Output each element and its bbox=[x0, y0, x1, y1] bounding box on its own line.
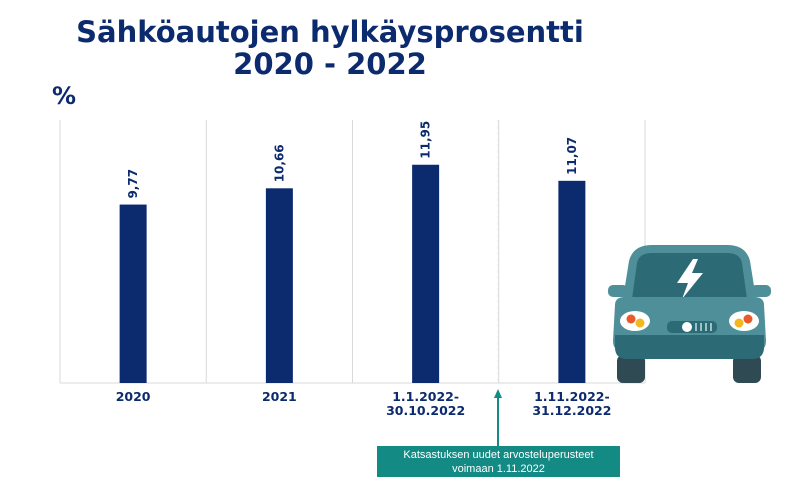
annotation-line1: Katsastuksen uudet arvosteluperusteet bbox=[403, 449, 594, 461]
x-tick-label: 2020 bbox=[116, 389, 151, 404]
chart-title: Sähköautojen hylkäysprosentti 2020 - 202… bbox=[0, 16, 660, 80]
x-tick-label: 30.10.2022 bbox=[386, 403, 465, 418]
annotation-box: Katsastuksen uudet arvosteluperusteet vo… bbox=[377, 446, 620, 477]
data-label: 11,07 bbox=[565, 137, 579, 175]
data-label: 10,66 bbox=[272, 144, 286, 182]
x-tick-label: 31.12.2022 bbox=[532, 403, 611, 418]
electric-car-icon bbox=[608, 245, 771, 383]
annotation-arrow-head bbox=[494, 389, 502, 398]
bar bbox=[119, 204, 147, 383]
data-label: 11,95 bbox=[419, 121, 433, 159]
annotation-line2: voimaan 1.11.2022 bbox=[452, 463, 545, 475]
y-axis-unit: % bbox=[52, 82, 77, 110]
x-tick-label: 1.11.2022- bbox=[534, 389, 610, 404]
data-label: 9,77 bbox=[126, 169, 140, 199]
bar bbox=[265, 188, 293, 383]
x-tick-label: 2021 bbox=[262, 389, 297, 404]
chart-title-line2: 2020 - 2022 bbox=[233, 47, 427, 81]
bar bbox=[558, 180, 586, 383]
x-tick-label: 1.1.2022- bbox=[392, 389, 459, 404]
bar bbox=[412, 164, 440, 383]
chart-title-line1: Sähköautojen hylkäysprosentti bbox=[76, 15, 584, 49]
